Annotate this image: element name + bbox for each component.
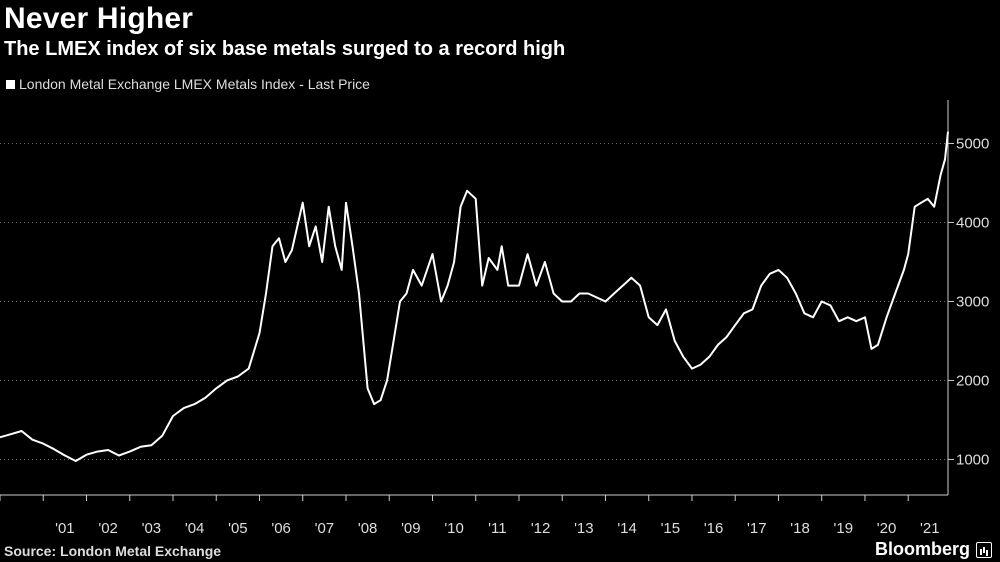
brand-name: Bloomberg (875, 539, 970, 560)
xtick-label-2001: '01 (55, 520, 75, 537)
xtick-label-2009: '09 (401, 520, 421, 537)
xtick-label-2021: '21 (920, 520, 940, 537)
xtick-label-2004: '04 (185, 520, 205, 537)
ytick-label-5000: 5000 (956, 135, 989, 152)
xtick-label-2006: '06 (271, 520, 291, 537)
xtick-label-2019: '19 (834, 520, 854, 537)
xtick-label-2008: '08 (358, 520, 378, 537)
xtick-label-2007: '07 (315, 520, 335, 537)
xtick-label-2005: '05 (228, 520, 248, 537)
series-line-0 (0, 132, 948, 461)
bar-chart-icon (976, 542, 992, 558)
xtick-label-2013: '13 (574, 520, 594, 537)
ytick-label-4000: 4000 (956, 214, 989, 231)
xtick-label-2003: '03 (142, 520, 162, 537)
xtick-label-2020: '20 (877, 520, 897, 537)
xtick-label-2018: '18 (790, 520, 810, 537)
ytick-label-1000: 1000 (956, 451, 989, 468)
source-note: Source: London Metal Exchange (4, 543, 221, 559)
xtick-label-2015: '15 (661, 520, 681, 537)
xtick-label-2012: '12 (531, 520, 551, 537)
xtick-label-2014: '14 (617, 520, 637, 537)
xtick-label-2016: '16 (704, 520, 724, 537)
xtick-label-2002: '02 (98, 520, 118, 537)
brand-logo: Bloomberg (875, 539, 992, 560)
ytick-label-3000: 3000 (956, 293, 989, 310)
xtick-label-2010: '10 (444, 520, 464, 537)
xtick-label-2011: '11 (488, 520, 506, 537)
xtick-label-2017: '17 (747, 520, 767, 537)
ytick-label-2000: 2000 (956, 372, 989, 389)
